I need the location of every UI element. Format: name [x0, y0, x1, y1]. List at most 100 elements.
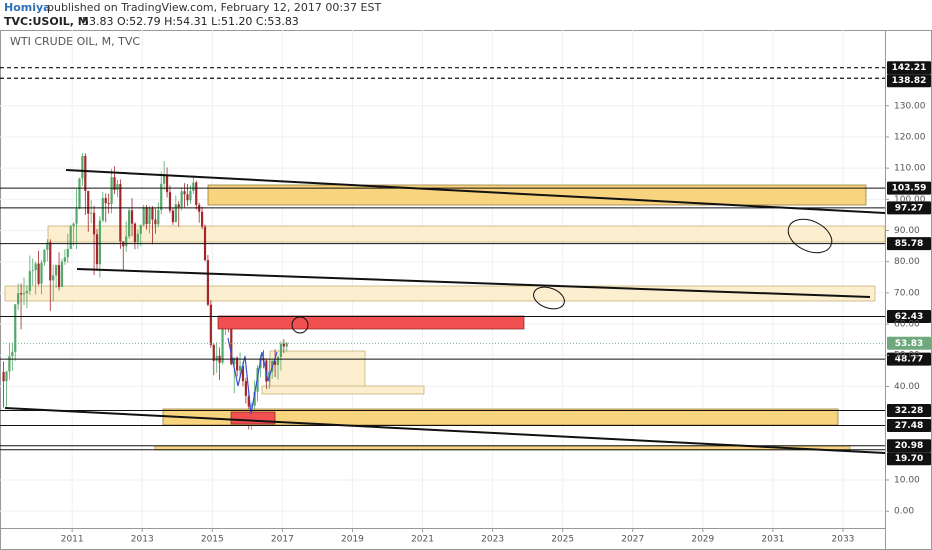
candle-body: [63, 257, 66, 262]
candle-body: [236, 357, 239, 371]
price-level-box: [887, 452, 931, 466]
x-tick-label: 2027: [621, 535, 644, 545]
price-level-box: [887, 352, 931, 366]
candle-body: [195, 182, 198, 205]
price-level-label: 62.43: [895, 312, 923, 322]
candle-body: [104, 198, 107, 204]
candle-body: [28, 271, 31, 292]
candle-body: [163, 175, 166, 184]
trend-line: [65, 169, 886, 214]
candle-body: [40, 262, 43, 284]
candle-body: [215, 355, 218, 361]
x-tick-label: 2025: [551, 535, 574, 545]
candle-body: [34, 263, 37, 271]
chart-title: WTI CRUDE OIL, M, TVC: [10, 35, 140, 48]
published-note: published on TradingView.com, February 1…: [47, 1, 381, 14]
candle-body: [11, 351, 14, 357]
candle-body: [98, 220, 102, 265]
candle-body: [49, 242, 52, 281]
candle-body: [180, 191, 183, 208]
y-tick-label: 90.00: [894, 226, 920, 236]
price-level-box: [887, 309, 931, 323]
y-tick-label: 80.00: [894, 257, 920, 267]
candle-body: [31, 270, 34, 272]
candle-body: [81, 155, 84, 179]
price-level-label: 27.48: [895, 421, 923, 431]
candle-body: [5, 371, 8, 382]
candle-body: [241, 365, 245, 382]
candle-body: [17, 293, 20, 305]
candle-body: [142, 207, 145, 225]
candle-body: [177, 204, 180, 208]
x-tick-label: 2021: [411, 535, 434, 545]
candle-body: [78, 178, 81, 209]
candle-body: [57, 265, 61, 287]
candle-body: [119, 184, 122, 242]
candle-body: [101, 198, 104, 221]
candle-body: [52, 275, 55, 281]
candle-body: [189, 190, 192, 201]
x-tick-label: 2013: [131, 535, 154, 545]
candle-body: [46, 242, 49, 250]
price-level-label: 138.82: [892, 76, 927, 86]
price-level-box: [887, 201, 931, 215]
y-tick-label: 50.00: [894, 351, 920, 361]
price-level-label: 97.27: [895, 203, 923, 213]
candle-body: [37, 263, 40, 284]
zone: [47, 225, 886, 243]
price-level-label: 32.28: [895, 406, 923, 416]
price-level-box: [887, 418, 931, 432]
candle-body: [276, 357, 280, 365]
candle-body: [247, 395, 250, 407]
ohlc-readout: 53.83 O:52.79 H:54.31 L:51.20 C:53.83: [82, 15, 299, 28]
candle-body: [212, 344, 215, 361]
x-tick-label: 2019: [341, 535, 364, 545]
x-tick-label: 2031: [761, 535, 784, 545]
candle-body: [209, 304, 212, 345]
candle-body: [145, 207, 148, 224]
price-level-label: 48.77: [895, 355, 923, 365]
y-tick-label: 130.00: [894, 101, 926, 111]
candle-body: [125, 236, 128, 247]
price-level-box: [887, 61, 931, 75]
candle-body: [160, 183, 163, 210]
candle-body: [84, 155, 87, 191]
author-link[interactable]: Homiya: [4, 1, 51, 14]
x-tick-label: 2023: [481, 535, 504, 545]
y-tick-label: 10.00: [894, 475, 920, 485]
candle-body: [174, 204, 177, 223]
candle-body: [139, 224, 142, 234]
zone: [217, 315, 525, 330]
price-level-label: 85.78: [895, 239, 923, 249]
price-level-label: 20.98: [895, 441, 923, 451]
candle-body: [230, 325, 233, 365]
candle-body: [92, 212, 96, 235]
price-level-box: [887, 181, 931, 195]
y-tick-label: 100.00: [894, 195, 926, 205]
x-tick-label: 2017: [271, 535, 294, 545]
candle-body: [238, 365, 242, 371]
candle-body: [273, 360, 277, 365]
price-level-box: [887, 336, 931, 350]
candle-body: [75, 208, 78, 224]
candle-body: [244, 381, 247, 396]
y-tick-label: 40.00: [894, 382, 920, 392]
candle-body: [221, 325, 224, 363]
price-level-box: [887, 74, 931, 88]
ellipse: [787, 218, 833, 254]
y-tick-label: 0.00: [894, 507, 914, 517]
candle-body: [22, 293, 26, 295]
candle-body: [55, 265, 58, 276]
zone: [261, 385, 425, 395]
candle-body: [130, 210, 134, 224]
candle-body: [171, 210, 175, 223]
candle-body: [43, 249, 46, 263]
zone: [269, 350, 366, 388]
candle-body: [165, 175, 169, 193]
candle-body: [14, 304, 17, 352]
price-level-box: [887, 439, 931, 453]
candle-body: [113, 177, 116, 190]
candle-body: [95, 234, 99, 265]
